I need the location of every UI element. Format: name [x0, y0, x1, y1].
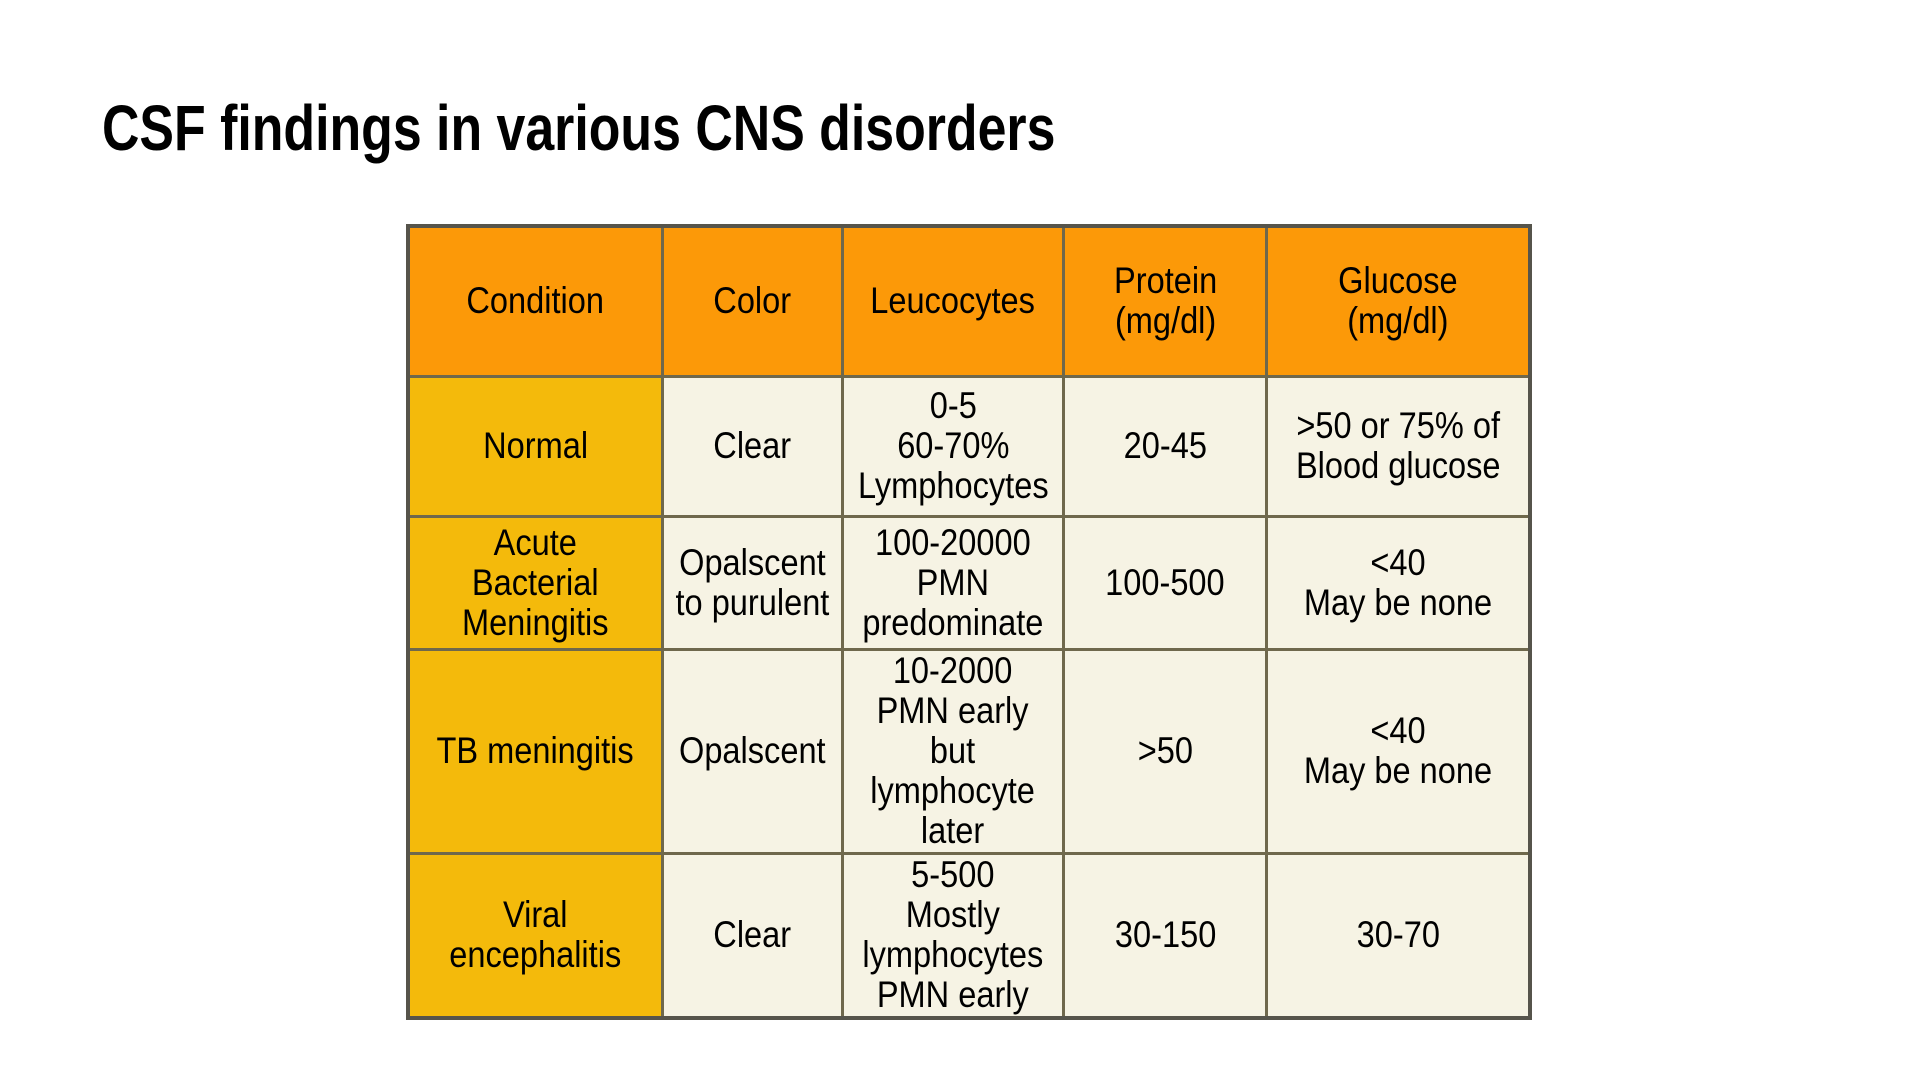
header-label-protein: Protein (mg/dl)	[1113, 260, 1217, 342]
cell-condition: Normal	[406, 374, 664, 518]
cell-text: Opalscent	[678, 730, 826, 771]
header-cell-color: Color	[660, 224, 844, 378]
cell-protein: 100-500	[1062, 514, 1269, 651]
cell-color: Opalscent	[660, 647, 844, 855]
cell-text: Normal	[482, 425, 588, 466]
cell-leucocytes: 5-500 Mostly lymphocytes PMN early	[840, 851, 1066, 1020]
cell-color: Clear	[660, 374, 844, 518]
cell-text: Opalscent to purulent	[675, 541, 829, 623]
header-cell-condition: Condition	[406, 224, 664, 378]
cell-condition: TB meningitis	[406, 647, 664, 855]
cell-glucose: <40 May be none	[1265, 647, 1532, 855]
cell-glucose: >50 or 75% of Blood glucose	[1265, 374, 1532, 518]
header-cell-glucose: Glucose (mg/dl)	[1265, 224, 1532, 378]
cell-text: Clear	[713, 425, 791, 466]
cell-condition: Viral encephalitis	[406, 851, 664, 1020]
table-row-viral-encephalitis: Viral encephalitis Clear 5-500 Mostly ly…	[406, 851, 1532, 1020]
cell-text: 0-5 60-70% Lymphocytes	[857, 385, 1049, 506]
cell-color: Clear	[660, 851, 844, 1020]
cell-leucocytes: 10-2000 PMN early but lymphocyte later	[840, 647, 1066, 855]
header-cell-protein: Protein (mg/dl)	[1062, 224, 1269, 378]
cell-text: >50 or 75% of Blood glucose	[1295, 405, 1501, 486]
slide-title: CSF findings in various CNS disorders	[102, 92, 1056, 164]
table-row-acute-bacterial-meningitis: Acute Bacterial Meningitis Opalscent to …	[406, 514, 1532, 651]
header-cell-leucocytes: Leucocytes	[840, 224, 1066, 378]
table-row-tb-meningitis: TB meningitis Opalscent 10-2000 PMN earl…	[406, 647, 1532, 855]
cell-text: 100-500	[1105, 561, 1225, 603]
table-row-normal: Normal Clear 0-5 60-70% Lymphocytes 20-4…	[406, 374, 1532, 518]
cell-leucocytes: 0-5 60-70% Lymphocytes	[840, 374, 1066, 518]
cell-text: 20-45	[1123, 425, 1207, 466]
cell-color: Opalscent to purulent	[660, 514, 844, 651]
cell-text: 30-150	[1114, 914, 1216, 956]
cell-protein: 30-150	[1062, 851, 1269, 1020]
header-label-color: Color	[713, 280, 791, 322]
cell-text: 5-500 Mostly lymphocytes PMN early	[862, 854, 1044, 1016]
cell-condition: Acute Bacterial Meningitis	[406, 514, 664, 651]
cell-text: Acute Bacterial Meningitis	[461, 521, 609, 643]
cell-text: <40 May be none	[1303, 710, 1493, 791]
cell-text: 100-20000 PMN predominate	[862, 521, 1044, 643]
cell-leucocytes: 100-20000 PMN predominate	[840, 514, 1066, 651]
header-label-condition: Condition	[466, 280, 605, 322]
cell-glucose: <40 May be none	[1265, 514, 1532, 651]
cell-text: Clear	[713, 914, 791, 956]
cell-text: 30-70	[1356, 914, 1440, 956]
table-header-row: Condition Color Leucocytes Protein (mg/d…	[406, 224, 1532, 378]
cell-text: Viral encephalitis	[449, 894, 622, 976]
cell-text: 10-2000 PMN early but lymphocyte later	[870, 650, 1036, 851]
cell-text: <40 May be none	[1303, 541, 1493, 623]
header-label-glucose: Glucose (mg/dl)	[1338, 260, 1458, 342]
csf-findings-table: Condition Color Leucocytes Protein (mg/d…	[406, 224, 1532, 1020]
cell-glucose: 30-70	[1265, 851, 1532, 1020]
cell-text: TB meningitis	[436, 730, 634, 771]
header-label-leucocytes: Leucocytes	[870, 280, 1036, 322]
cell-text: >50	[1137, 730, 1193, 771]
cell-protein: >50	[1062, 647, 1269, 855]
cell-protein: 20-45	[1062, 374, 1269, 518]
